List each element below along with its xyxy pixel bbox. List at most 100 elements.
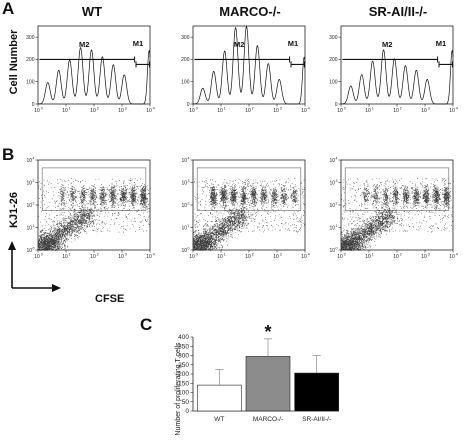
y-tick-label: 100 [181,80,190,86]
y-tick-label: 100 [178,390,189,397]
x-tick-exponent: 1 [372,107,374,111]
histogram-frame [340,25,454,105]
y-tick-label: 10 [26,226,32,232]
y-tick-label: 10 [329,226,335,232]
x-tick-exponent: 3 [125,253,127,257]
y-tick-label: 200 [181,57,190,63]
y-tick-label: 300 [181,35,190,41]
panel-letter-b: B [2,145,14,164]
y-tick-label: 400 [178,334,189,341]
panel-letter-c: C [140,315,152,334]
y-tick-exponent: 1 [188,224,190,228]
x-tick-label: 10 [449,108,455,114]
x-tick-exponent: 4 [456,253,458,257]
x-tick-label: 10 [273,108,279,114]
x-tick-exponent: 2 [252,253,254,257]
dotplot-wt: 10 010 010 110 110 210 210 310 310 410 4 [26,157,154,261]
y-tick-label: 250 [178,362,189,369]
x-tick-label: 10 [90,108,96,114]
x-tick-label: 10 [118,254,124,260]
x-tick-label: 10 [62,254,68,260]
x-tick-label: 10 [337,254,343,260]
dotplot-x-axis-title: CFSE [95,293,124,305]
x-tick-label: 10 [365,254,371,260]
x-tick-label: 10 [245,254,251,260]
x-tick-exponent: 1 [224,253,226,257]
x-tick-exponent: 2 [97,107,99,111]
x-tick-label: 10 [393,254,399,260]
x-tick-exponent: 0 [41,107,43,111]
x-tick-exponent: 3 [428,107,430,111]
x-tick-label: 10 [118,108,124,114]
histogram-frame [37,25,151,105]
gate-label-m2: M2 [382,40,392,49]
y-tick-exponent: 0 [33,247,35,251]
dotplot-events [193,178,306,251]
x-tick-exponent: 2 [400,107,402,111]
y-tick-exponent: 1 [336,224,338,228]
x-tick-exponent: 0 [41,253,43,257]
y-tick-exponent: 3 [336,179,338,183]
x-tick-label: 10 [62,108,68,114]
x-tick-label: 10 [189,254,195,260]
y-tick-label: 10 [329,203,335,209]
x-tick-label: 10 [217,108,223,114]
y-tick-label: 10 [181,248,187,254]
x-tick-label: 10 [421,108,427,114]
x-tick-exponent: 1 [224,107,226,111]
column-title-sr: SR-AI/II-/- [369,4,428,19]
y-tick-exponent: 4 [188,157,190,161]
x-tick-exponent: 0 [196,107,198,111]
x-tick-label: 10 [301,108,307,114]
x-tick-label: 10 [337,108,343,114]
bar-0 [197,384,242,412]
y-tick-label: 200 [329,57,338,63]
y-tick-label: 10 [26,203,32,209]
y-tick-label: 100 [26,80,35,86]
y-tick-label: 350 [178,343,189,350]
x-tick-exponent: 3 [280,107,282,111]
gate-label-m1: M1 [436,39,446,48]
dotplot-sr: 10 010 010 110 110 210 210 310 310 410 4 [329,157,457,261]
y-tick-label: 10 [181,226,187,232]
x-tick-label: 10 [365,108,371,114]
gate-label-m1: M1 [133,39,143,48]
y-tick-label: 0 [187,102,190,108]
x-tick-label: 10 [449,254,455,260]
x-tick-exponent: 3 [280,253,282,257]
x-tick-exponent: 3 [125,107,127,111]
x-tick-exponent: 0 [344,253,346,257]
y-tick-exponent: 4 [336,157,338,161]
histogram-trace [38,47,151,105]
y-tick-label: 50 [182,399,190,406]
x-tick-exponent: 2 [97,253,99,257]
x-tick-exponent: 1 [372,253,374,257]
gate-label-m2: M2 [79,40,89,49]
x-tick-label: 10 [245,108,251,114]
x-tick-exponent: 1 [69,253,71,257]
x-tick-exponent: 0 [344,107,346,111]
dotplot-events [38,178,151,251]
significance-marker: * [264,322,271,342]
x-tick-label: 10 [34,254,40,260]
y-tick-exponent: 3 [33,179,35,183]
y-tick-label: 200 [178,371,189,378]
dotplot-gate [41,167,147,211]
y-tick-label: 300 [26,35,35,41]
y-tick-label: 10 [181,181,187,187]
x-tick-label: 10 [146,254,152,260]
y-tick-label: 0 [32,102,35,108]
axis-arrows [8,241,61,292]
y-tick-label: 0 [335,102,338,108]
y-tick-label: 300 [329,35,338,41]
x-tick-exponent: 0 [196,253,198,257]
y-tick-label: 10 [26,158,32,164]
x-tick-exponent: 2 [400,253,402,257]
x-tick-exponent: 4 [308,253,310,257]
y-tick-label: 300 [178,353,189,360]
dotplot-events [341,178,454,251]
x-tick-label: 10 [34,108,40,114]
